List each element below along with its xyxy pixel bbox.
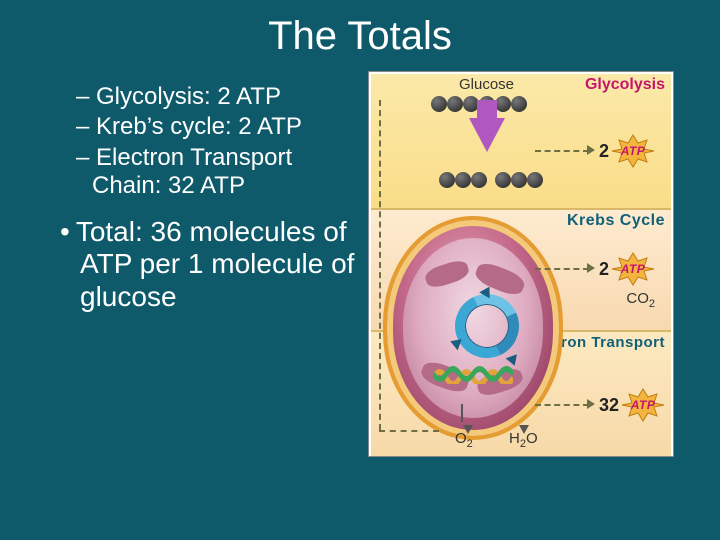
atp-output-etc: 32 ATP (599, 388, 667, 422)
zone-divider-1 (371, 208, 671, 210)
dashed-arrow (535, 150, 589, 186)
arrow-tip-icon (587, 263, 595, 273)
carbon-ball (431, 96, 447, 112)
bullet-krebs: – Kreb’s cycle: 2 ATP (60, 113, 368, 141)
bullet-total: •Total: 36 molecules of ATP per 1 molecu… (60, 216, 368, 313)
h2o-h: H (509, 430, 520, 447)
atp-output-glycolysis: 2 ATP (599, 134, 667, 168)
text-column: – Glycolysis: 2 ATP – Kreb’s cycle: 2 AT… (0, 71, 368, 457)
respiration-diagram: Glycolysis Krebs Cycle Electron Transpor… (368, 71, 674, 457)
arrow-tip-icon (587, 145, 595, 155)
mitochondrion-icon (383, 216, 563, 440)
o2-in-arrow (461, 404, 463, 422)
carbon-ball (511, 172, 527, 188)
label-glycolysis: Glycolysis (585, 76, 665, 94)
carbon-ball (495, 172, 511, 188)
glucose-label: Glucose (459, 76, 514, 93)
bullet-glycolysis: – Glycolysis: 2 ATP (60, 83, 368, 111)
arrow-tip-icon (587, 399, 595, 409)
crista (423, 258, 471, 291)
co2-text: CO (626, 290, 649, 307)
atp-count: 2 (599, 259, 609, 280)
content-row: – Glycolysis: 2 ATP – Kreb’s cycle: 2 AT… (0, 71, 720, 457)
carbon-ball (511, 96, 527, 112)
slide-title: The Totals (0, 0, 720, 59)
atp-count: 2 (599, 141, 609, 162)
dashed-arrow (379, 430, 439, 432)
dashed-arrow (535, 268, 589, 270)
carbon-ball (495, 96, 511, 112)
carbon-ball (439, 172, 455, 188)
atp-badge-icon: ATP (611, 134, 655, 168)
atp-text: ATP (621, 144, 646, 158)
atp-badge-icon: ATP (621, 388, 665, 422)
atp-text: ATP (621, 262, 646, 276)
bullet-dot: • (60, 216, 76, 247)
h2o-label: H2O (509, 430, 538, 450)
o2-label: O2 (455, 430, 473, 450)
h2o-o: O (526, 430, 538, 447)
mito-matrix (403, 238, 543, 418)
atp-output-krebs: 2 ATP (599, 252, 667, 286)
bullet-etc: – Electron Transport Chain: 32 ATP (60, 144, 368, 201)
krebs-arrow-icon (448, 336, 462, 351)
o2-sub: 2 (467, 438, 473, 450)
co2-label: CO2 (626, 290, 655, 310)
label-krebs: Krebs Cycle (567, 212, 665, 230)
atp-badge-icon: ATP (611, 252, 655, 286)
carbon-ball (455, 172, 471, 188)
o2-text: O (455, 430, 467, 447)
etc-chain-icon (433, 366, 513, 384)
glycolysis-arrow-icon (469, 118, 505, 152)
carbon-ball (471, 172, 487, 188)
dashed-arrow (379, 100, 381, 430)
dashed-arrow (535, 404, 589, 406)
co2-sub: 2 (649, 298, 655, 310)
atp-text: ATP (631, 398, 656, 412)
bullet-total-text: Total: 36 molecules of ATP per 1 molecul… (76, 216, 355, 311)
atp-count: 32 (599, 395, 619, 416)
carbon-ball (447, 96, 463, 112)
